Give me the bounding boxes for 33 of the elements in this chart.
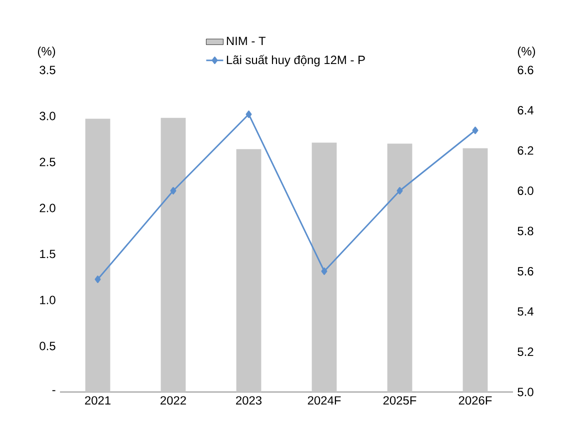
y2-tick-label: 5.2 [518, 348, 534, 356]
legend-label: Lãi suất huy động 12M - P [226, 54, 365, 67]
point [246, 110, 252, 118]
y-tick-label: - [52, 390, 56, 392]
point [396, 187, 403, 194]
y2-tick-label: 6.6 [518, 66, 534, 74]
y2-tick-label: 6.2 [518, 146, 534, 155]
point [472, 126, 478, 134]
y2-axis-title: (%) [518, 46, 536, 58]
y2-tick-label: 6.0 [518, 186, 534, 195]
legend-label: NIM - T [226, 36, 266, 46]
y-tick-label: 2.5 [40, 158, 56, 166]
y-tick-label: 1.5 [40, 250, 56, 258]
y2-tick-label: 6.4 [518, 106, 534, 114]
y2-tick-label: 5.0 [518, 388, 534, 396]
y2-tick-label: 5.8 [518, 226, 534, 236]
y-axis-title: (%) [38, 46, 56, 58]
y-tick-label: 1.0 [40, 296, 56, 304]
x-tick-label: 2026F [458, 396, 492, 405]
y-tick-label: 0.5 [40, 342, 56, 350]
x-tick-label: 2022 [160, 396, 186, 405]
y-tick-label: 3.0 [40, 112, 56, 120]
point [321, 268, 328, 275]
y-tick-label: 3.5 [40, 66, 56, 74]
x-tick-label: 2023 [236, 396, 262, 405]
x-tick-label: 2021 [85, 396, 110, 405]
y2-tick-label: 5.4 [518, 307, 534, 316]
point [170, 187, 176, 194]
y2-tick-label: 5.6 [518, 267, 534, 276]
point [94, 276, 101, 284]
x-tick-label: 2024F [308, 396, 341, 405]
x-tick-label: 2025F [383, 396, 416, 405]
y-tick-label: 2.0 [40, 204, 56, 212]
